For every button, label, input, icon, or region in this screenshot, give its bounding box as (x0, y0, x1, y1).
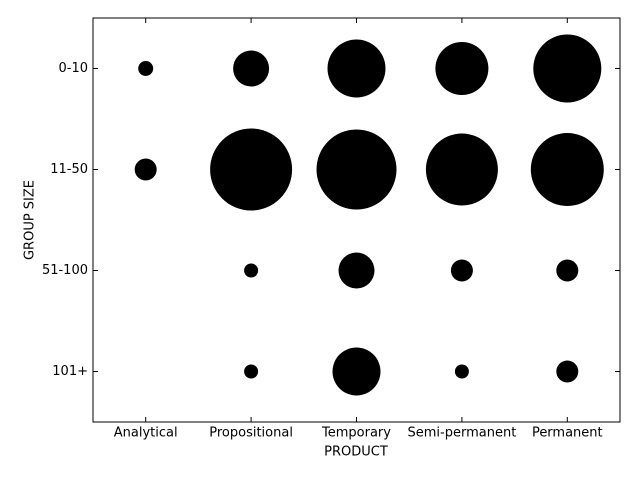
y-tick-label: 11-50 (50, 162, 88, 177)
bubble (332, 347, 381, 396)
bubble (425, 133, 498, 206)
bubble (435, 42, 489, 95)
bubble (244, 263, 259, 278)
bubble (530, 133, 604, 206)
bubble (450, 259, 473, 282)
x-tick-label: Temporary (321, 426, 391, 441)
x-tick-label: Analytical (114, 426, 178, 441)
bubble (316, 129, 397, 210)
y-tick-label: 0-10 (58, 61, 88, 76)
x-axis-label: PRODUCT (324, 445, 388, 460)
bubble (327, 39, 386, 98)
y-tick-label: 51-100 (42, 263, 88, 278)
bubble (244, 364, 259, 379)
bubble (454, 364, 469, 379)
bubble (233, 50, 270, 87)
bubble (138, 61, 154, 76)
y-axis-label: GROUP SIZE (23, 180, 38, 260)
x-tick-label: Permanent (532, 426, 603, 441)
bubble (556, 360, 579, 383)
bubble (338, 252, 375, 289)
x-tick-label: Propositional (209, 426, 293, 441)
bubble (210, 128, 293, 211)
y-tick-label: 101+ (52, 364, 88, 379)
bubble (556, 259, 579, 282)
bubble (533, 34, 602, 103)
x-tick-label: Semi-permanent (408, 426, 517, 441)
bubble (134, 158, 157, 181)
